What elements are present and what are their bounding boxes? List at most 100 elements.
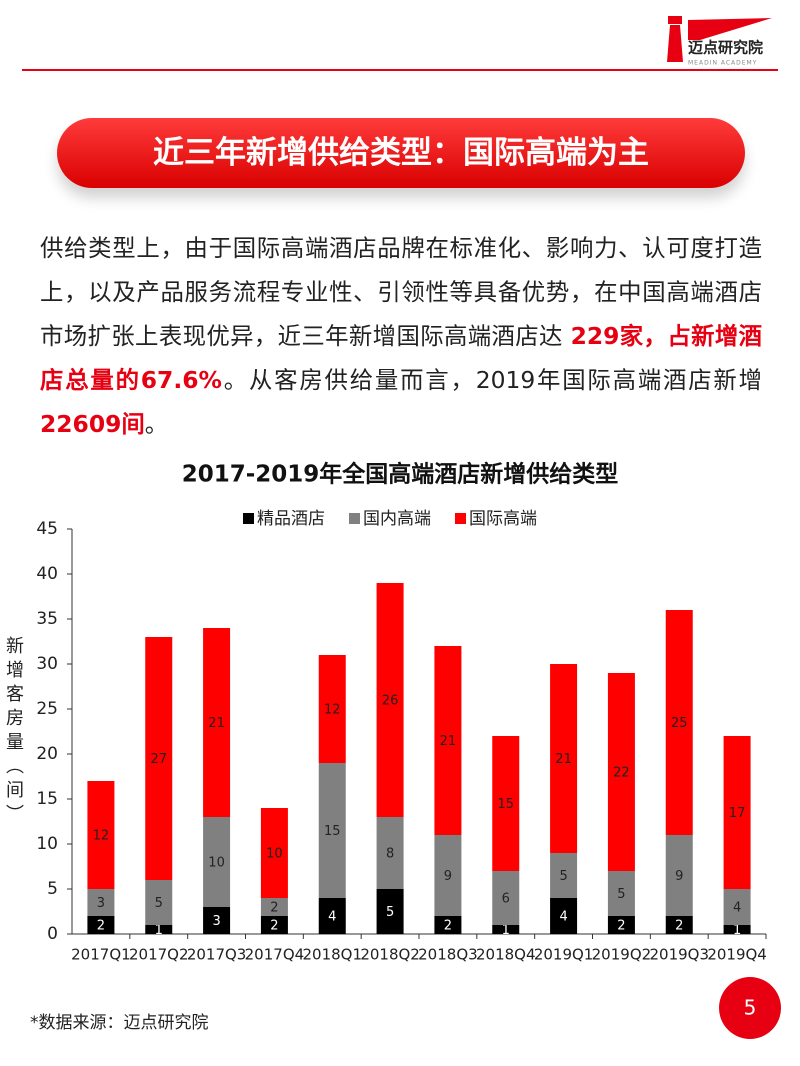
value-label: 21: [208, 716, 225, 731]
y-tick-label: 45: [36, 519, 58, 539]
bar-segment: [550, 853, 578, 898]
value-label: 26: [382, 694, 399, 709]
bar-segment: [203, 817, 231, 907]
value-label: 2: [444, 919, 452, 934]
x-tick-label: 2018Q2: [360, 946, 420, 964]
bar-segment: [723, 889, 751, 925]
value-label: 2: [97, 919, 105, 934]
value-label: 15: [497, 797, 514, 812]
highlight: 229家，占新增酒店总量的67.6%: [40, 322, 762, 394]
value-label: 3: [97, 896, 105, 911]
bar-segment: [376, 583, 404, 817]
y-tick-label: 35: [36, 609, 58, 629]
x-tick-label: 2019Q1: [534, 946, 594, 964]
text: 供给类型上，由于国际高端酒店品牌在标准化、影响力、认可度打造上，以及产品服务流程…: [40, 234, 762, 350]
highlight: 22609间: [40, 410, 145, 438]
legend-swatch: [455, 513, 466, 524]
value-label: 22: [613, 766, 630, 781]
value-label: 12: [324, 703, 341, 718]
x-tick-label: 2018Q4: [476, 946, 536, 964]
bar-segment: [492, 736, 520, 871]
y-axis-title: 新增客房量（间）: [3, 636, 24, 828]
value-label: 2: [270, 901, 278, 916]
value-label: 5: [617, 887, 625, 902]
banner-title: 近三年新增供给类型：国际高端为主: [57, 118, 745, 188]
value-label: 4: [559, 910, 567, 925]
x-tick-label: 2018Q1: [302, 946, 362, 964]
logo-subtext: MEADIN ACADEMY: [688, 60, 757, 67]
chart-title: 2017-2019年全国高端酒店新增供给类型: [182, 461, 619, 488]
bar-segment: [260, 808, 288, 898]
y-tick-label: 5: [47, 879, 58, 899]
value-label: 2: [617, 919, 625, 934]
bar-segment: [87, 889, 115, 916]
value-label: 6: [502, 892, 510, 907]
bar-segment: [434, 835, 462, 916]
text: 。: [144, 410, 169, 438]
x-tick-label: 2018Q3: [418, 946, 478, 964]
x-tick-label: 2017Q2: [129, 946, 189, 964]
value-label: 9: [675, 869, 683, 884]
legend-label: 国际高端: [469, 509, 537, 529]
bar-segment: [607, 871, 635, 916]
value-label: 2: [270, 919, 278, 934]
value-label: 8: [386, 847, 394, 862]
y-tick-label: 10: [36, 834, 58, 854]
bar-segment: [607, 916, 635, 934]
x-tick-label: 2019Q3: [649, 946, 709, 964]
source: *数据来源：迈点研究院: [30, 1013, 209, 1033]
bar-segment: [318, 763, 346, 898]
x-tick-label: 2017Q4: [245, 946, 305, 964]
bar-segment: [376, 817, 404, 889]
value-label: 2: [675, 919, 683, 934]
x-tick-label: 2019Q4: [707, 946, 767, 964]
bar-segment: [318, 898, 346, 934]
bar-segment: [318, 655, 346, 763]
value-label: 21: [555, 752, 572, 767]
bar-segment: [260, 916, 288, 934]
bar-segment: [492, 925, 520, 934]
bar-segment: [550, 898, 578, 934]
bar-segment: [607, 673, 635, 871]
bar-segment: [145, 925, 173, 934]
page-badge: [719, 977, 781, 1039]
y-tick-label: 0: [47, 924, 58, 944]
bar-segment: [550, 664, 578, 853]
value-label: 4: [733, 901, 741, 916]
bar-segment: [145, 880, 173, 925]
value-label: 10: [266, 847, 283, 862]
value-label: 1: [733, 923, 741, 938]
value-label: 4: [328, 910, 336, 925]
y-tick-label: 25: [36, 699, 58, 719]
text: 。从客房供给量而言，2019年国际高端酒店新增: [221, 366, 762, 394]
paragraph: 供给类型上，由于国际高端酒店品牌在标准化、影响力、认可度打造上，以及产品服务流程…: [40, 226, 762, 446]
bar-segment: [665, 610, 693, 835]
bar-segment: [260, 898, 288, 916]
x-tick-label: 2019Q2: [592, 946, 652, 964]
value-label: 21: [440, 734, 457, 749]
value-label: 1: [155, 923, 163, 938]
y-tick-label: 40: [36, 564, 58, 584]
bar-segment: [665, 916, 693, 934]
bar-segment: [723, 925, 751, 934]
x-tick-label: 2017Q3: [187, 946, 247, 964]
bar-segment: [203, 907, 231, 934]
value-label: 10: [208, 856, 225, 871]
bar-segment: [492, 871, 520, 925]
value-label: 5: [386, 905, 394, 920]
bar-segment: [87, 781, 115, 889]
y-tick-label: 15: [36, 789, 58, 809]
y-tick-label: 20: [36, 744, 58, 764]
page-number: 5: [744, 996, 757, 1020]
legend-swatch: [349, 513, 360, 524]
bar-segment: [434, 646, 462, 835]
value-label: 1: [502, 923, 510, 938]
bar-segment: [203, 628, 231, 817]
value-label: 15: [324, 824, 341, 839]
legend-label: 国内高端: [363, 509, 431, 529]
legend-swatch: [243, 513, 254, 524]
value-label: 17: [729, 806, 746, 821]
bar-segment: [723, 736, 751, 889]
